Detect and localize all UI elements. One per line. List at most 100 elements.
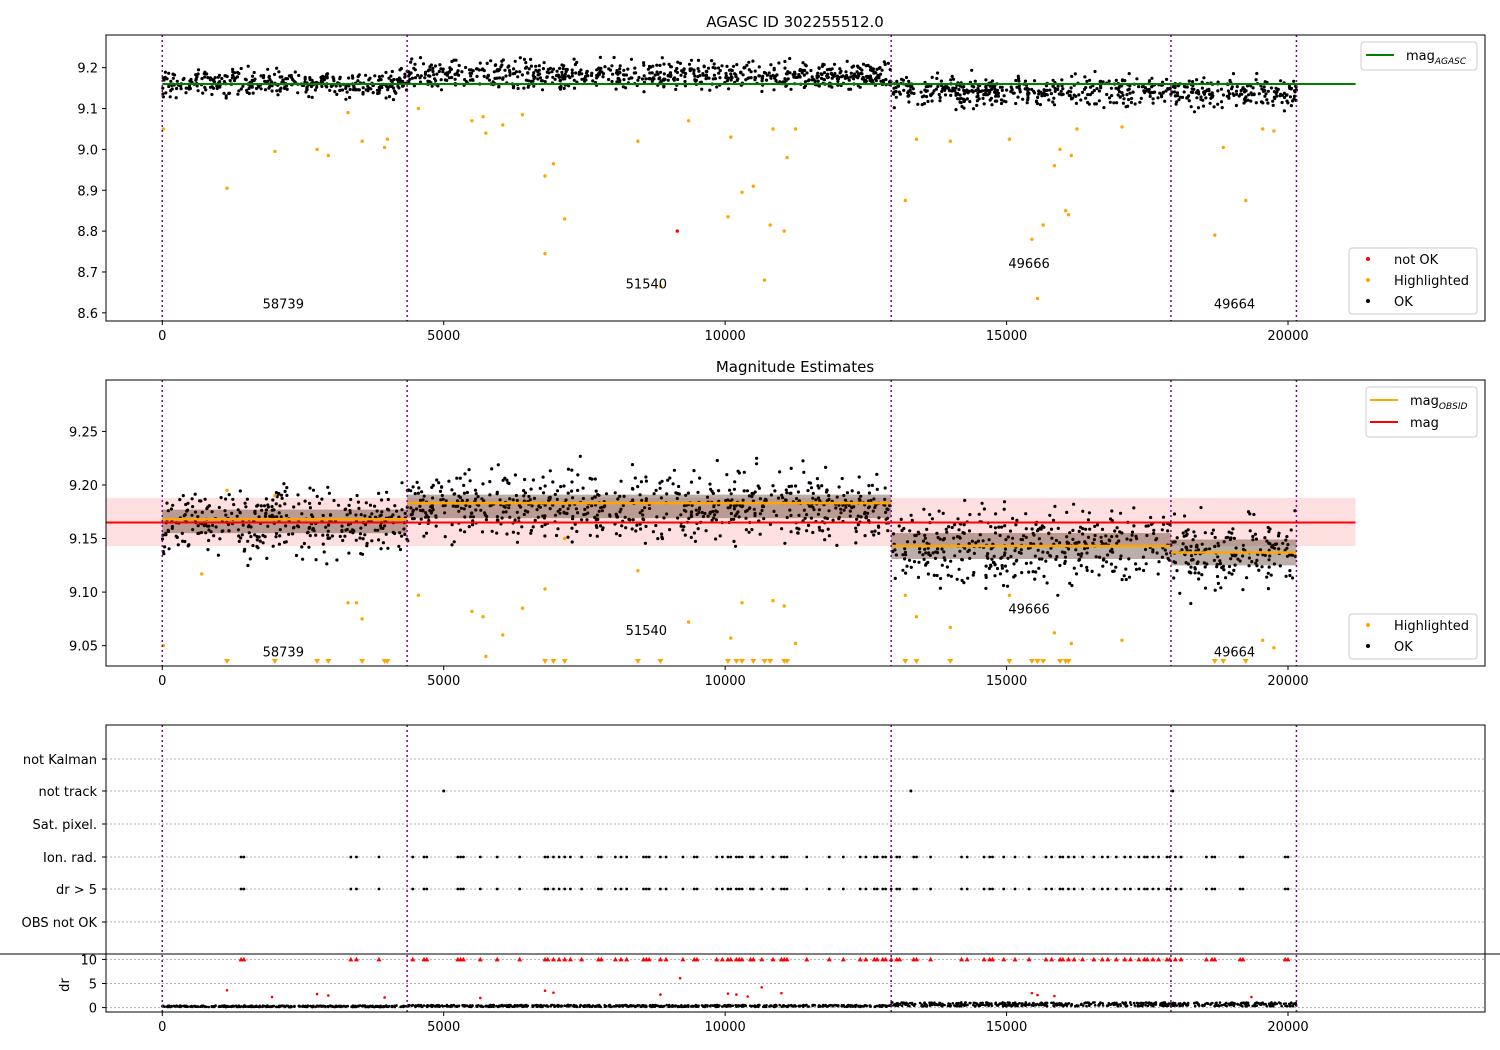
ok-point	[930, 75, 934, 79]
dr-point	[951, 1002, 955, 1005]
dr-point	[310, 1005, 313, 1008]
ok-point	[391, 98, 396, 102]
highlighted-point	[686, 620, 691, 624]
ok-point	[1053, 504, 1057, 508]
ok-point	[1114, 86, 1118, 90]
ok-point	[532, 76, 536, 81]
ok-point	[507, 68, 512, 73]
ok-point	[1037, 89, 1041, 93]
dr-point	[740, 1005, 744, 1008]
ok-point	[925, 541, 929, 545]
ok-point	[575, 529, 579, 534]
ok-point	[1208, 547, 1212, 551]
ok-point	[1140, 85, 1144, 89]
ok-point	[471, 515, 475, 519]
dr-point	[250, 1005, 254, 1009]
dr-gt-5-point	[1092, 887, 1096, 891]
ok-point	[216, 75, 220, 79]
dr-point	[768, 1005, 771, 1008]
dr-gt-5-point	[1123, 887, 1127, 891]
ok-point	[619, 507, 623, 511]
ok-point	[465, 490, 469, 495]
ok-point	[807, 78, 811, 82]
ok-point	[515, 498, 519, 503]
ok-point	[1151, 97, 1155, 101]
ok-point	[615, 80, 619, 84]
dr-gt-5-point	[659, 887, 662, 891]
ok-point	[1227, 530, 1231, 534]
ok-point	[186, 544, 190, 548]
ok-point	[1185, 532, 1189, 536]
ok-point	[568, 76, 572, 80]
dr-point	[875, 1004, 878, 1008]
ok-point	[410, 57, 414, 61]
ok-point	[1046, 551, 1050, 555]
ok-point	[729, 78, 733, 82]
ok-point	[961, 531, 965, 535]
ok-point	[190, 497, 194, 501]
highlighted-point	[416, 593, 421, 597]
dr-point	[990, 1004, 994, 1007]
ok-point	[749, 70, 753, 74]
ok-point	[789, 530, 793, 534]
highlighted-point	[315, 147, 319, 152]
ok-point	[704, 69, 708, 73]
dense-core	[162, 509, 408, 534]
ok-point	[415, 480, 419, 484]
ok-point	[164, 91, 168, 95]
ok-point	[469, 511, 474, 515]
highlighted-point	[481, 115, 485, 119]
ok-point	[1156, 96, 1160, 100]
dr-point	[748, 1004, 752, 1008]
ok-point	[693, 74, 697, 78]
ok-point	[1192, 110, 1197, 114]
dr-point	[274, 1005, 278, 1009]
ok-point	[1227, 564, 1232, 569]
ok-point	[729, 492, 733, 496]
ok-point	[977, 97, 981, 101]
ok-point	[1210, 531, 1214, 536]
highlighted-point	[1066, 213, 1071, 217]
ok-point	[515, 510, 519, 514]
dr-gt-5-point	[546, 887, 550, 891]
ok-point	[172, 73, 177, 77]
dr-gt-5-point	[1002, 887, 1006, 891]
ok-point	[777, 61, 781, 65]
dr-gt-5-point	[619, 887, 623, 891]
ok-point	[207, 524, 211, 528]
ok-point	[764, 78, 769, 82]
ok-point	[457, 63, 461, 68]
ok-point	[718, 69, 722, 73]
dr-point	[434, 1004, 438, 1008]
ok-point	[642, 74, 646, 78]
ok-point	[370, 539, 374, 543]
dr-gt-5-point	[642, 887, 645, 891]
ok-point	[1040, 557, 1044, 561]
ok-point	[314, 533, 318, 537]
ok-point	[954, 93, 958, 97]
ok-point	[1017, 77, 1021, 81]
dr-point	[1136, 1003, 1140, 1006]
ok-point	[735, 63, 739, 67]
ion-rad-point	[735, 855, 738, 859]
dr-point	[514, 1004, 518, 1008]
ok-point	[702, 64, 706, 68]
ok-point	[1040, 92, 1044, 96]
ok-point	[747, 76, 751, 80]
ok-point	[651, 530, 656, 534]
ok-point	[923, 547, 927, 551]
ok-point	[972, 570, 976, 575]
ok-point	[1116, 93, 1120, 97]
ok-point	[1068, 581, 1072, 585]
dr-point	[487, 1005, 491, 1009]
ok-point	[535, 508, 539, 512]
ok-point	[855, 70, 859, 74]
ok-point	[495, 515, 499, 519]
ok-point	[543, 80, 547, 84]
ok-point	[1058, 541, 1062, 545]
ok-point	[239, 536, 243, 540]
ok-point	[1107, 538, 1111, 542]
dr-point	[728, 1003, 731, 1007]
ok-point	[817, 525, 821, 530]
ok-point	[249, 525, 253, 529]
